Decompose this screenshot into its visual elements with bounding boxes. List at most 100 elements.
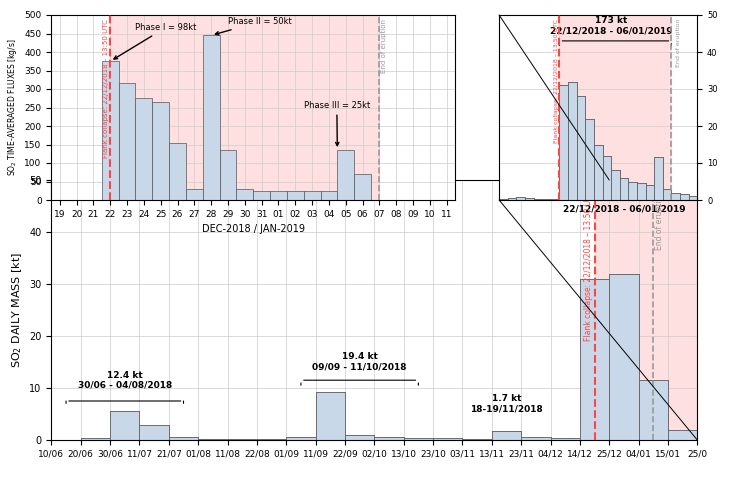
Bar [316,392,345,440]
Bar [672,192,680,200]
Text: 12.4 kt
30/06 - 04/08/2018: 12.4 kt 30/06 - 04/08/2018 [78,370,172,390]
Bar [404,438,433,440]
Bar [688,196,697,200]
Bar [81,438,110,440]
Bar [654,158,663,200]
Bar [521,438,550,440]
Bar [663,189,672,200]
Bar [580,279,609,440]
Bar [462,439,492,440]
Bar [516,197,525,200]
Bar [139,426,169,440]
Bar [110,15,379,200]
Bar [433,438,462,440]
Bar [688,196,697,200]
Text: Phase I = 98kt: Phase I = 98kt [114,23,197,59]
Bar [550,438,580,440]
Bar [198,439,228,440]
Bar [628,182,637,200]
Text: 19.4 kt
09/09 - 11/10/2018: 19.4 kt 09/09 - 11/10/2018 [313,352,407,372]
Bar [594,144,603,200]
Bar [639,380,668,440]
Bar [628,182,637,200]
Bar [646,185,654,200]
Bar [186,189,203,200]
Bar [680,194,688,200]
Bar [577,96,585,200]
Bar [525,198,534,200]
Bar [169,142,186,200]
Bar [609,274,639,440]
Bar [577,96,585,200]
Bar [680,194,688,200]
Bar [525,198,534,200]
Y-axis label: SO$_2$ TIME-AVERAGED FLUXES [kg/s]: SO$_2$ TIME-AVERAGED FLUXES [kg/s] [6,39,19,176]
Bar [559,86,568,200]
Bar [611,170,619,200]
Bar [286,438,316,440]
Bar [559,86,568,200]
Bar [499,199,508,200]
Bar [542,199,550,200]
X-axis label: DEC-2018 / JAN-2019: DEC-2018 / JAN-2019 [202,224,305,234]
Bar [521,438,550,440]
Bar [153,102,169,200]
Bar [585,118,594,200]
Text: End of eruption: End of eruption [381,18,387,72]
Bar [374,438,404,440]
Text: End of eruption: End of eruption [676,18,680,67]
Bar [139,426,169,440]
Bar [550,438,580,440]
Bar [672,192,680,200]
Bar [257,439,286,440]
Bar [639,380,668,440]
Bar [668,430,697,440]
Bar [355,174,371,200]
Bar [219,150,236,200]
Bar [119,84,136,200]
Text: Flank collapse: 22/12/2018 – 13:50 UTC: Flank collapse: 22/12/2018 – 13:50 UTC [554,18,559,142]
Bar [559,15,672,200]
Bar [508,198,516,200]
Bar [462,439,492,440]
Bar [374,438,404,440]
Bar [345,435,374,440]
Bar [270,190,287,200]
Bar [110,412,139,440]
Text: Flank collapse: 22/12/2018 – 13:50 UTC: Flank collapse: 22/12/2018 – 13:50 UTC [103,18,109,158]
Text: Phase III = 25kt: Phase III = 25kt [304,100,370,146]
Bar [611,170,619,200]
Bar [534,199,542,200]
Bar [316,392,345,440]
Bar [534,199,542,200]
Bar [81,438,110,440]
Bar [603,156,611,200]
Bar [646,185,654,200]
Bar [304,190,321,200]
Bar [654,158,663,200]
Bar [542,199,550,200]
Bar [508,198,516,200]
Text: 173 kt
22/12/2018 - 06/01/2019: 173 kt 22/12/2018 - 06/01/2019 [550,16,672,36]
Bar [345,435,374,440]
Bar [110,412,139,440]
Text: 1.7 kt
18-19/11/2018: 1.7 kt 18-19/11/2018 [470,394,543,413]
Text: Phase II = 50kt: Phase II = 50kt [215,17,291,35]
Text: End of eruption: End of eruption [655,190,664,250]
Bar [404,438,433,440]
Bar [257,439,286,440]
Bar [619,178,628,200]
Bar [253,190,270,200]
Bar [203,36,219,200]
Text: 173 kt
22/12/2018 - 06/01/2019: 173 kt 22/12/2018 - 06/01/2019 [562,194,686,213]
Bar [550,198,559,200]
Bar [102,61,119,200]
Bar [568,82,577,200]
Bar [169,437,198,440]
Bar [668,430,697,440]
Bar [236,189,253,200]
Bar [433,438,462,440]
Bar [136,98,153,200]
Bar [594,144,603,200]
Bar [499,199,508,200]
